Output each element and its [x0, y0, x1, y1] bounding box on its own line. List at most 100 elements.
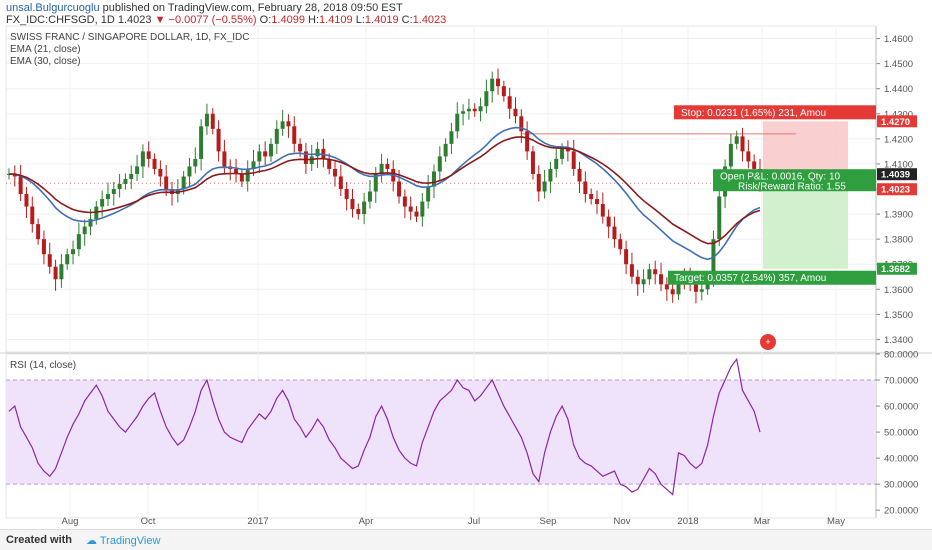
- candle-body: [71, 249, 76, 255]
- candle-body: [140, 151, 145, 167]
- candle-body: [490, 78, 495, 92]
- candle-body: [30, 206, 35, 225]
- candle-body: [65, 254, 70, 265]
- candle-body: [338, 176, 343, 189]
- price-tag-bg: [877, 183, 917, 196]
- candle-body: [315, 148, 320, 157]
- candle-body: [728, 143, 733, 167]
- candle-body: [286, 121, 291, 127]
- candle-body: [525, 131, 530, 152]
- down-arrow-icon: ▼: [154, 14, 166, 26]
- price-tag-bg: [877, 115, 917, 128]
- candle-body: [181, 176, 186, 189]
- price-tag-label: 1.3682: [881, 264, 910, 275]
- main-ytick-label: 1.4200: [884, 134, 913, 145]
- candle-body: [47, 254, 52, 267]
- tradingview-logo[interactable]: ☁ TradingView: [86, 534, 160, 547]
- candle-body: [298, 143, 303, 152]
- x-tick-label: Mar: [754, 516, 770, 527]
- price-tag-label: 1.4023: [881, 185, 910, 196]
- rsi-ytick-label: 50.0000: [884, 428, 918, 439]
- candle-body: [117, 183, 122, 189]
- candle-body: [734, 136, 739, 144]
- candle-body: [199, 126, 204, 159]
- ema-30-legend: EMA (30, close): [10, 56, 81, 67]
- target-label: Target: 0.0357 (2.54%) 357, Amou: [674, 273, 826, 284]
- chart-canvas[interactable]: 1.46001.45001.44001.43001.42001.41001.40…: [0, 0, 932, 529]
- low-label: L:: [355, 14, 365, 26]
- candle-body: [496, 78, 501, 87]
- ema-30-line: [8, 136, 761, 245]
- candle-body: [36, 224, 41, 240]
- rsi-ytick-label: 20.0000: [884, 506, 918, 517]
- main-ytick-label: 1.4400: [884, 84, 913, 95]
- candle-body: [501, 86, 506, 97]
- risk-reward-label: Risk/Reward Ratio: 1.55: [738, 182, 846, 193]
- candle-body: [280, 121, 285, 129]
- candle-body: [455, 113, 460, 132]
- candle-body: [59, 264, 64, 280]
- candle-body: [466, 108, 471, 112]
- candle-body: [752, 161, 757, 169]
- candle-body: [437, 156, 442, 172]
- open-value: 1.4099: [271, 14, 305, 26]
- main-ytick-label: 1.4300: [884, 109, 913, 120]
- candle-body: [367, 191, 372, 202]
- candle-body: [100, 199, 105, 207]
- candle-body: [449, 131, 454, 144]
- candle-body: [624, 249, 629, 265]
- candle-body: [146, 151, 151, 159]
- candle-body: [187, 166, 192, 177]
- candle-body: [431, 171, 436, 187]
- event-marker-glyph: +: [765, 337, 770, 347]
- candle-body: [327, 158, 332, 169]
- candle-body: [18, 176, 23, 195]
- candle-body: [373, 173, 378, 192]
- x-tick-label: 2018: [677, 516, 698, 527]
- ohlc-header: FX_IDC:CHFSGD, 1D 1.4023 ▼ −0.0077 (−0.5…: [6, 14, 446, 26]
- candle-body: [746, 151, 751, 162]
- candle-body: [740, 136, 745, 152]
- candle-body: [530, 151, 535, 174]
- rsi-ytick-label: 80.0000: [884, 350, 918, 361]
- candle-body: [53, 266, 58, 280]
- candle-body: [105, 194, 110, 200]
- close-label: C:: [401, 14, 413, 26]
- candle-body: [216, 128, 221, 152]
- change-value: −0.0077 (−0.55%): [168, 14, 257, 26]
- candle-body: [513, 108, 518, 117]
- candle-body: [274, 128, 279, 144]
- main-ytick-label: 1.3500: [884, 310, 913, 321]
- x-tick-label: Sep: [540, 516, 557, 527]
- candle-body: [123, 178, 128, 184]
- candle-body: [245, 168, 250, 182]
- candle-body: [76, 234, 81, 250]
- candle-body: [635, 276, 640, 285]
- target-label-bg: [668, 270, 876, 285]
- candle-body: [542, 181, 547, 192]
- candle-body: [600, 204, 605, 217]
- candle-body: [88, 219, 93, 227]
- candle-body: [257, 151, 262, 162]
- candle-body: [443, 143, 448, 157]
- rsi-ytick-label: 60.0000: [884, 402, 918, 413]
- candle-body: [612, 226, 617, 240]
- author-link[interactable]: unsal.Bulgurcuoglu: [6, 2, 100, 14]
- candle-body: [536, 173, 541, 192]
- candle-body: [717, 196, 722, 240]
- candle-body: [129, 173, 134, 179]
- price-tag-bg: [877, 262, 917, 275]
- stop-label-bg: [674, 105, 876, 120]
- candle-body: [385, 163, 390, 169]
- main-ytick-label: 1.3600: [884, 285, 913, 296]
- x-tick-label: Aug: [62, 516, 79, 527]
- candle-body: [12, 173, 17, 177]
- rsi-ytick-label: 40.0000: [884, 454, 918, 465]
- tradingview-brand: TradingView: [99, 535, 161, 547]
- main-ytick-label: 1.3400: [884, 335, 913, 346]
- candle-body: [577, 168, 582, 182]
- candle-body: [647, 269, 652, 280]
- candle-body: [263, 151, 268, 157]
- stop-label: Stop: 0.0231 (1.65%) 231, Amou: [681, 108, 826, 119]
- ema-21-legend: EMA (21, close): [10, 44, 81, 55]
